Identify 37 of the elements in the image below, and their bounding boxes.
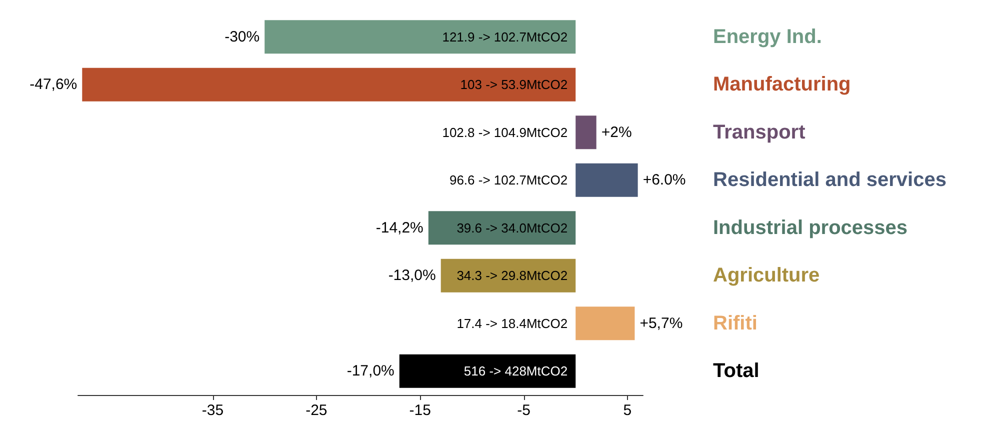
- annotation: 17.4 -> 18.4MtCO2: [456, 316, 568, 331]
- y-tick-label: Transport: [713, 121, 806, 144]
- data-label: +2%: [601, 124, 632, 141]
- bar: [576, 163, 638, 197]
- annotation: 103 -> 53.9MtCO2: [460, 77, 568, 92]
- y-tick-label: Rifiti: [713, 312, 758, 334]
- y-tick-label: Residential and services: [713, 169, 946, 192]
- data-label: -13,0%: [388, 267, 436, 284]
- y-tick-label: Agriculture: [713, 264, 820, 287]
- annotation: 516 -> 428MtCO2: [464, 364, 568, 379]
- data-label: +5,7%: [640, 314, 683, 332]
- x-tick-label: 5: [623, 402, 632, 419]
- y-tick-label: Manufacturing: [713, 74, 851, 96]
- annotation: 96.6 -> 102.7MtCO2: [449, 172, 568, 188]
- bar: [576, 306, 635, 340]
- bar: [428, 211, 576, 245]
- bar: [576, 116, 596, 150]
- x-tick-label: -5: [517, 402, 530, 419]
- bar: [82, 68, 576, 102]
- data-label: -17,0%: [346, 362, 394, 380]
- x-tick-label: -35: [202, 402, 224, 419]
- annotation: 102.8 -> 104.9MtCO2: [442, 124, 568, 140]
- x-tick-label: -15: [409, 402, 431, 419]
- data-label: -14,2%: [376, 219, 424, 236]
- annotation: 34.3 -> 29.8MtCO2: [456, 268, 568, 284]
- data-label: +6.0%: [642, 172, 686, 189]
- y-tick-label: Total: [713, 360, 760, 382]
- annotation: 121.9 -> 102.7MtCO2: [442, 29, 568, 44]
- x-tick-label: -25: [306, 402, 328, 419]
- bar: [399, 354, 576, 388]
- y-tick-label: Energy Ind.: [713, 26, 822, 48]
- y-tick-label: Industrial processes: [713, 216, 908, 239]
- data-label: -30%: [224, 28, 260, 46]
- bar: [264, 20, 576, 54]
- bar: [440, 258, 576, 292]
- data-label: -47,6%: [30, 76, 78, 94]
- annotation: 39.6 -> 34.0MtCO2: [456, 220, 568, 236]
